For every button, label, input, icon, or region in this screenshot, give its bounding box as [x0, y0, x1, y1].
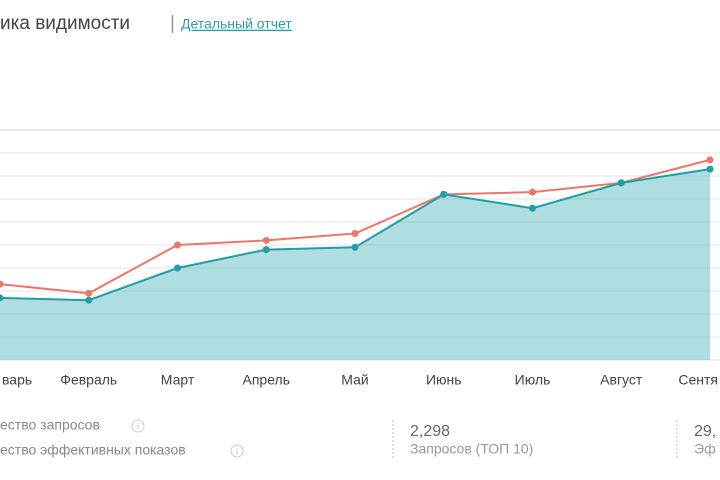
point: [706, 156, 714, 164]
separator: |: [170, 13, 175, 34]
point: [529, 204, 536, 212]
point: [617, 179, 625, 187]
point: [174, 264, 181, 272]
svg-text:i: i: [137, 421, 139, 431]
point: [85, 296, 93, 304]
x-tick-label: варь: [2, 372, 32, 388]
x-tick-label: Июнь: [426, 372, 462, 388]
stat-label: ество эффективных показов: [0, 442, 186, 458]
stat-value: 29,: [694, 423, 716, 440]
point: [0, 280, 4, 288]
report-link[interactable]: Детальный отчет: [181, 16, 292, 32]
point: [440, 190, 448, 198]
x-tick-label: Июль: [515, 372, 551, 388]
x-tick-label: Сентя: [678, 372, 718, 388]
area: [0, 169, 710, 360]
info-icon[interactable]: i: [131, 419, 145, 433]
point: [529, 188, 536, 196]
point: [351, 243, 359, 251]
point: [0, 294, 4, 302]
stat-caption: Эф: [694, 441, 716, 457]
x-tick-label: Август: [600, 372, 643, 388]
point: [174, 241, 181, 249]
point: [351, 230, 359, 237]
stat-caption: Запросов (ТОП 10): [410, 441, 533, 457]
point: [706, 165, 714, 173]
x-tick-label: Май: [341, 372, 368, 388]
x-tick-label: Март: [161, 372, 195, 388]
info-icon[interactable]: i: [230, 444, 244, 458]
stat-label: ество запросов: [0, 417, 100, 433]
point: [85, 289, 93, 297]
svg-text:i: i: [236, 446, 238, 456]
chart-title: ика видимости: [0, 13, 130, 34]
x-tick-label: Апрель: [243, 372, 291, 388]
point: [262, 236, 270, 244]
stat-value: 2,298: [410, 423, 450, 440]
point: [262, 246, 270, 254]
x-tick-label: Февраль: [60, 372, 117, 388]
